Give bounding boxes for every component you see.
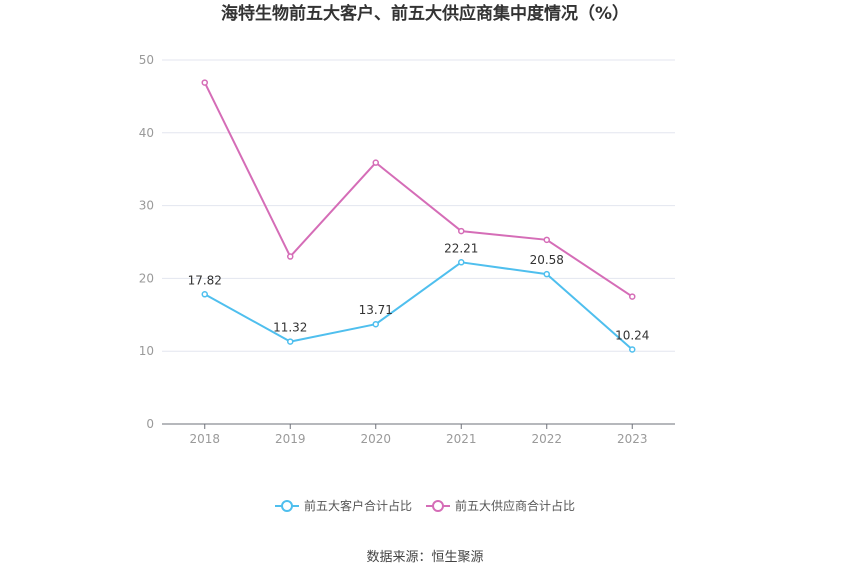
data-label-s0-2019: 11.32 xyxy=(273,321,307,335)
data-point-s1-2020 xyxy=(372,159,379,166)
legend-label-suppliers: 前五大供应商合计占比 xyxy=(455,499,576,513)
data-point-s1-2023 xyxy=(629,293,636,300)
x-tick-label-2019: 2019 xyxy=(275,432,306,446)
data-point-s0-2018 xyxy=(201,291,208,298)
legend-marker-customers xyxy=(274,499,299,512)
y-tick-label-10: 10 xyxy=(139,344,154,358)
legend-item-suppliers[interactable]: 前五大供应商合计占比 xyxy=(426,497,575,514)
x-tick-label-2021: 2021 xyxy=(446,432,477,446)
data-point-s0-2023 xyxy=(629,346,636,353)
x-tick-label-2020: 2020 xyxy=(360,432,391,446)
x-tick-label-2023: 2023 xyxy=(617,432,648,446)
data-point-s1-2021 xyxy=(458,227,465,235)
legend-marker-suppliers xyxy=(426,499,450,512)
data-label-s0-2018: 17.82 xyxy=(188,273,222,287)
legend-label-customers: 前五大客户合计占比 xyxy=(303,499,412,513)
data-point-s0-2022 xyxy=(543,270,550,278)
y-tick-label-50: 50 xyxy=(139,53,154,67)
data-source-note: 数据来源：恒生聚源 xyxy=(366,550,484,565)
data-label-s0-2023: 10.24 xyxy=(615,328,649,342)
y-tick-label-0: 0 xyxy=(146,417,154,431)
data-point-s0-2021 xyxy=(458,259,465,266)
series-line-1 xyxy=(203,82,633,298)
legend-item-customers[interactable]: 前五大客户合计占比 xyxy=(274,497,412,514)
y-tick-label-40: 40 xyxy=(139,126,154,140)
x-tick-label-2022: 2022 xyxy=(531,432,562,446)
data-point-s1-2018 xyxy=(201,79,208,86)
data-point-s0-2019 xyxy=(287,338,294,345)
chart-legend: 前五大客户合计占比 前五大供应商合计占比 xyxy=(0,497,850,514)
x-tick-label-2018: 2018 xyxy=(189,432,220,446)
data-label-s0-2021: 22.21 xyxy=(444,241,478,255)
series-line-0 xyxy=(204,261,633,351)
data-point-s1-2019 xyxy=(287,253,294,260)
y-tick-label-20: 20 xyxy=(139,271,154,285)
data-label-s0-2022: 20.58 xyxy=(530,253,564,267)
chart-title: 海特生物前五大客户、前五大供应商集中度情况（%） xyxy=(220,4,630,24)
data-label-s0-2020: 13.71 xyxy=(359,303,393,317)
data-point-s0-2020 xyxy=(372,320,379,328)
y-tick-label-30: 30 xyxy=(139,199,154,213)
data-point-s1-2022 xyxy=(543,236,550,244)
